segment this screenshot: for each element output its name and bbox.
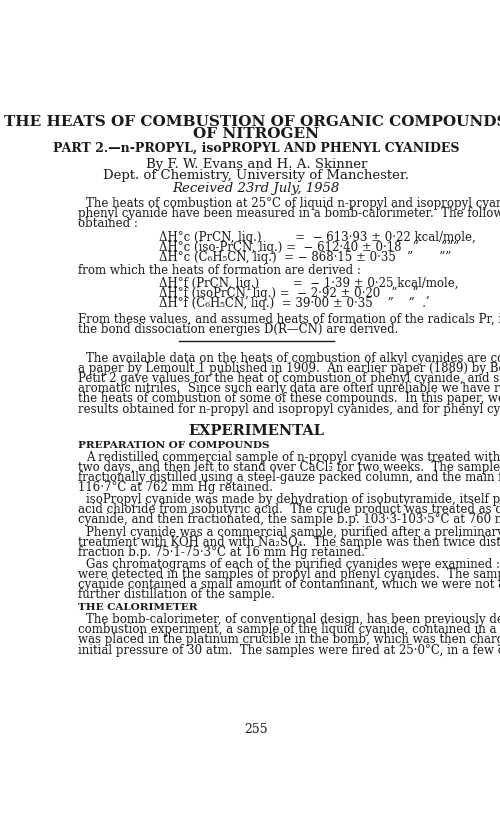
Text: a paper by Lemoult 1 published in 1909.  An earlier paper (1889) by Berthelot an: a paper by Lemoult 1 published in 1909. … [78,363,500,376]
Text: cyanide, and then fractionated, the sample b.p. 103·3-103·5°C at 760 mm Hg being: cyanide, and then fractionated, the samp… [78,514,500,526]
Text: Gas chromatograms of each of the purified cyanides were examined : no impurities: Gas chromatograms of each of the purifie… [86,558,500,571]
Text: Petit 2 gave values for the heat of combustion of phenyl cyanide, and some other: Petit 2 gave values for the heat of comb… [78,373,500,386]
Text: THE HEATS OF COMBUSTION OF ORGANIC COMPOUNDS: THE HEATS OF COMBUSTION OF ORGANIC COMPO… [4,115,500,129]
Text: Dept. of Chemistry, University of Manchester.: Dept. of Chemistry, University of Manche… [104,169,409,183]
Text: ΔH°c (iso-PrCN, liq.) =  − 612·40 ± 0·18   ”      ”””: ΔH°c (iso-PrCN, liq.) = − 612·40 ± 0·18 … [160,241,460,254]
Text: The bomb-calorimeter, of conventional design, has been previously described.³  I: The bomb-calorimeter, of conventional de… [86,614,500,626]
Text: OF NITROGEN: OF NITROGEN [193,127,320,141]
Text: ΔH°f (PrCN, liq.)         =  − 1·39 ± 0·25 kcal/mole,: ΔH°f (PrCN, liq.) = − 1·39 ± 0·25 kcal/m… [160,277,459,290]
Text: isoPropyl cyanide was made by dehydration of isobutyramide, itself prepared via : isoPropyl cyanide was made by dehydratio… [86,493,500,506]
Text: combustion experiment, a sample of the liquid cyanide, contained in a sealed-gla: combustion experiment, a sample of the l… [78,624,500,637]
Text: 116·7°C at 762 mm Hg retained.: 116·7°C at 762 mm Hg retained. [78,481,273,494]
Text: the heats of combustion of some of these compounds.  In this paper, we report th: the heats of combustion of some of these… [78,392,500,406]
Text: initial pressure of 30 atm.  The samples were fired at 25·0°C, in a few cases by: initial pressure of 30 atm. The samples … [78,643,500,657]
Text: THE CALORIMETER: THE CALORIMETER [78,604,198,612]
Text: phenyl cyanide have been measured in a bomb-calorimeter.  The following results : phenyl cyanide have been measured in a b… [78,207,500,220]
Text: PREPARATION OF COMPOUNDS: PREPARATION OF COMPOUNDS [78,441,270,450]
Text: were detected in the samples of propyl and phenyl cyanides.  The sample of isopr: were detected in the samples of propyl a… [78,568,500,581]
Text: Phenyl cyanide was a commercial sample, purified after a preliminary fractionati: Phenyl cyanide was a commercial sample, … [86,525,500,539]
Text: ΔH°f (isoPrCN, liq.) =  − 2·92 ± 0·20   ”    ”  ,: ΔH°f (isoPrCN, liq.) = − 2·92 ± 0·20 ” ”… [160,287,430,300]
Text: From these values, and assumed heats of formation of the radicals Pr, iPr, Ph, a: From these values, and assumed heats of … [78,313,500,326]
Text: fractionally distilled using a steel-gauze packed column, and the main fraction,: fractionally distilled using a steel-gau… [78,471,500,484]
Text: acid chloride from isobutyric acid.  The crude product was treated as described : acid chloride from isobutyric acid. The … [78,503,500,516]
Text: treatment with KOH and with Na₂SO₄.  The sample was then twice distilled, and th: treatment with KOH and with Na₂SO₄. The … [78,536,500,548]
Text: EXPERIMENTAL: EXPERIMENTAL [188,424,324,438]
Text: further distillation of the sample.: further distillation of the sample. [78,588,275,601]
Text: The available data on the heats of combustion of alkyl cyanides are contained in: The available data on the heats of combu… [86,353,500,365]
Text: PART 2.—n-PROPYL, isoPROPYL AND PHENYL CYANIDES: PART 2.—n-PROPYL, isoPROPYL AND PHENYL C… [53,142,460,155]
Text: fraction b.p. 75·1-75·3°C at 16 mm Hg retained.: fraction b.p. 75·1-75·3°C at 16 mm Hg re… [78,546,365,558]
Text: ΔH°f (C₆H₅CN, liq.)  = 39·00 ± 0·35    ”    ”  .: ΔH°f (C₆H₅CN, liq.) = 39·00 ± 0·35 ” ” . [160,297,426,310]
Text: the bond dissociation energies D(R—CN) are derived.: the bond dissociation energies D(R—CN) a… [78,323,398,336]
Text: two days, and then left to stand over CaCl₂ for two weeks.  The sample was then : two days, and then left to stand over Ca… [78,461,500,474]
Text: ΔH°c (PrCN, liq.)         =  − 613·93 ± 0·22 kcal/mole,: ΔH°c (PrCN, liq.) = − 613·93 ± 0·22 kcal… [160,230,476,244]
Text: A redistilled commercial sample of n-propyl cyanide was treated with KOH pellets: A redistilled commercial sample of n-pro… [86,451,500,464]
Text: cyanide contained a small amount of contaminant, which we were not able to remov: cyanide contained a small amount of cont… [78,578,500,591]
Text: from which the heats of formation are derived :: from which the heats of formation are de… [78,263,361,277]
Text: 255: 255 [244,723,268,736]
Text: results obtained for n-propyl and isopropyl cyanides, and for phenyl cyanide.: results obtained for n-propyl and isopro… [78,402,500,415]
Text: Received 23rd July, 1958: Received 23rd July, 1958 [172,182,340,194]
Text: aromatic nitriles.  Since such early data are often unreliable we have re-measur: aromatic nitriles. Since such early data… [78,382,500,396]
Text: The heats of combustion at 25°C of liquid n-propyl and isopropyl cyanides, and o: The heats of combustion at 25°C of liqui… [86,197,500,210]
Text: was placed in the platinum crucible in the bomb, which was then charged with oxy: was placed in the platinum crucible in t… [78,634,500,647]
Text: obtained :: obtained : [78,217,138,230]
Text: By F. W. Evans and H. A. Skinner: By F. W. Evans and H. A. Skinner [146,158,367,171]
Text: ΔH°c (C₆H₅CN, liq.)  = − 868·15 ± 0·35   ”       ””: ΔH°c (C₆H₅CN, liq.) = − 868·15 ± 0·35 ” … [160,251,452,263]
